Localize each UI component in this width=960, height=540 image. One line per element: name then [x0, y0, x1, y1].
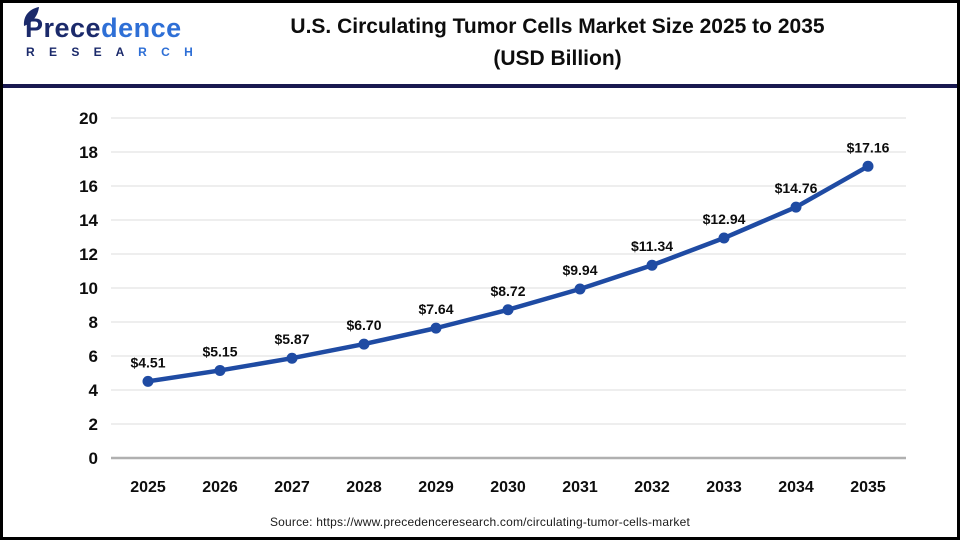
x-axis-tick-label: 2030	[490, 479, 526, 496]
x-axis-tick-label: 2028	[346, 479, 382, 496]
data-point-label: $7.64	[418, 301, 453, 317]
precedence-research-logo: Precedence R E S E A R C H	[23, 7, 199, 59]
data-point-label: $17.16	[847, 139, 890, 155]
x-axis-tick-label: 2034	[778, 479, 814, 496]
y-axis-tick-label: 2	[89, 415, 98, 434]
x-axis-tick-label: 2031	[562, 479, 598, 496]
data-point	[862, 160, 874, 172]
y-axis-tick-label: 20	[79, 109, 98, 128]
x-axis-tick-label: 2035	[850, 479, 886, 496]
leaf-icon	[23, 7, 39, 26]
y-axis-tick-label: 10	[79, 279, 98, 298]
data-point-label: $14.76	[775, 180, 818, 196]
y-axis-tick-label: 8	[89, 313, 98, 332]
data-point-label: $12.94	[703, 211, 746, 227]
header: Precedence R E S E A R C H U.S. Circulat…	[3, 3, 957, 84]
y-axis-tick-label: 12	[79, 245, 98, 264]
x-axis-tick-label: 2026	[202, 479, 238, 496]
chart-title: U.S. Circulating Tumor Cells Market Size…	[198, 11, 917, 75]
data-point	[286, 352, 298, 364]
data-point	[214, 364, 226, 376]
y-axis-tick-label: 6	[89, 347, 98, 366]
x-axis-tick-label: 2025	[130, 479, 166, 496]
data-point-label: $6.70	[346, 317, 381, 333]
chart-title-line1: U.S. Circulating Tumor Cells Market Size…	[290, 15, 825, 38]
data-point	[646, 259, 658, 271]
data-point-label: $8.72	[490, 283, 525, 299]
data-line	[145, 164, 871, 384]
data-point-label: $11.34	[631, 238, 673, 254]
data-point	[502, 304, 514, 316]
line-chart: 0 2 4 6 8 10 12 14 16 18 20 2025 2026 2027 2028 2029 203…	[79, 109, 906, 496]
data-point	[430, 322, 442, 334]
data-point	[142, 375, 154, 387]
data-point	[358, 338, 370, 350]
x-axis-tick-label: 2033	[706, 479, 742, 496]
header-divider	[3, 84, 957, 88]
chart-title-line2: (USD Billion)	[493, 47, 622, 70]
y-axis-tick-label: 18	[79, 143, 98, 162]
logo-subtext: R E S E A R C H	[26, 45, 199, 59]
data-point-label: $4.51	[130, 354, 165, 370]
data-point	[790, 201, 802, 213]
source-text: Source: https://www.precedenceresearch.c…	[269, 515, 691, 529]
data-point	[718, 232, 730, 244]
y-axis-tick-label: 0	[89, 449, 98, 468]
data-point-label: $5.87	[274, 331, 309, 347]
x-axis-tick-label: 2032	[634, 479, 670, 496]
logo-text-light: dence	[101, 13, 182, 43]
x-axis-tick-label: 2029	[418, 479, 454, 496]
y-axis-tick-label: 4	[89, 381, 99, 400]
logo-text-dark: Prece	[25, 13, 102, 43]
x-axis-tick-label: 2027	[274, 479, 310, 496]
data-point-label: $9.94	[562, 262, 597, 278]
data-point-label: $5.15	[202, 343, 237, 359]
y-axis-tick-label: 16	[79, 177, 98, 196]
y-axis-tick-label: 14	[79, 211, 98, 230]
logo-wordmark: Precedence	[23, 7, 193, 43]
data-point	[574, 283, 586, 295]
